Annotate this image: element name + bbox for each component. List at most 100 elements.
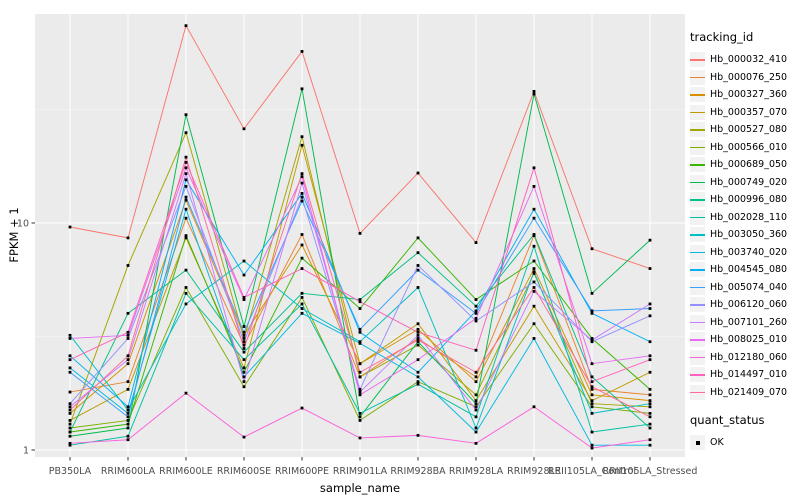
legend-label: Hb_005074_040 [710, 281, 788, 293]
data-point [532, 259, 536, 263]
data-point [416, 251, 420, 255]
legend-label: Hb_000357_070 [710, 106, 788, 118]
data-point [648, 422, 652, 426]
data-point [532, 337, 536, 340]
data-point [532, 207, 536, 211]
data-point [358, 362, 362, 366]
data-point [126, 426, 130, 430]
data-point [68, 408, 72, 412]
data-point [416, 340, 420, 344]
data-point [242, 380, 246, 384]
data-point [590, 411, 594, 415]
data-point [242, 340, 246, 344]
data-point [416, 382, 420, 386]
data-point [126, 387, 130, 391]
x-axis-title: sample_name [319, 481, 401, 495]
data-point [590, 380, 594, 384]
data-point [242, 259, 246, 263]
data-point [416, 322, 420, 326]
data-point [590, 443, 594, 447]
x-tick-label: RRII105LA_Stressed [603, 466, 698, 477]
data-point [648, 370, 652, 374]
legend-label: Hb_003740_020 [710, 246, 788, 258]
data-point [416, 264, 420, 267]
legend-label-ok: OK [710, 437, 724, 449]
x-tick-label: RRIM901LA [333, 466, 388, 477]
line-swatch-icon [690, 262, 705, 278]
data-point [416, 433, 420, 437]
data-point [300, 291, 304, 295]
data-point [590, 309, 594, 313]
data-point [532, 405, 536, 409]
data-point [532, 322, 536, 326]
data-point [68, 426, 72, 430]
legend-label: Hb_021409_070 [710, 386, 788, 398]
line-swatch-icon [690, 209, 705, 225]
x-tick-label: RRII105LA_Control [548, 466, 636, 477]
data-point [416, 337, 420, 340]
data-point [474, 399, 478, 403]
x-tick-label: RRIM928LE [507, 466, 561, 477]
data-point [242, 385, 246, 389]
data-point [590, 362, 594, 366]
data-point [532, 289, 536, 293]
data-point [532, 271, 536, 275]
data-point [474, 415, 478, 419]
data-point [648, 399, 652, 403]
legend-label: Hb_000327_360 [710, 89, 788, 101]
legend-label: Hb_007101_260 [710, 316, 788, 328]
data-point [300, 50, 304, 53]
ok-square-icon [690, 435, 705, 451]
data-point [416, 171, 420, 175]
data-point [184, 302, 188, 306]
legend-label: Hb_000527_080 [710, 124, 788, 136]
data-point [68, 370, 72, 374]
x-tick-label: RRIM600LA [101, 466, 156, 477]
legend-item-Hb_014497_010: Hb_014497_010 [690, 366, 798, 384]
legend-item-Hb_000527_080: Hb_000527_080 [690, 121, 798, 139]
data-point [590, 337, 594, 340]
legend-item-Hb_000566_010: Hb_000566_010 [690, 139, 798, 157]
legend-item-Hb_002028_110: Hb_002028_110 [690, 209, 798, 227]
y-axis-title: FPKM + 1 [7, 207, 21, 263]
data-point [184, 195, 188, 199]
data-point [126, 434, 130, 438]
data-point [68, 434, 72, 438]
data-point [358, 330, 362, 334]
data-point [474, 441, 478, 445]
x-tick-label: RRIM600SE [217, 466, 271, 477]
data-point [184, 160, 188, 164]
data-point [532, 216, 536, 220]
data-point [68, 443, 72, 447]
data-point [416, 286, 420, 289]
data-point [648, 402, 652, 406]
data-point [590, 340, 594, 344]
data-point [300, 267, 304, 270]
data-point [590, 393, 594, 397]
data-point [416, 236, 420, 240]
data-point [532, 280, 536, 284]
data-point [590, 385, 594, 389]
data-point [590, 430, 594, 434]
legend-label: Hb_000689_050 [710, 159, 788, 171]
data-point [358, 298, 362, 301]
data-point [532, 244, 536, 248]
data-point [474, 348, 478, 352]
legend-label: Hb_014497_010 [710, 369, 788, 381]
data-point [416, 380, 420, 384]
legend-item-Hb_006120_060: Hb_006120_060 [690, 296, 798, 314]
data-point [474, 393, 478, 397]
x-tick-label: RRIM600PE [275, 466, 329, 477]
legend-item-Hb_005074_040: Hb_005074_040 [690, 279, 798, 297]
data-point [474, 430, 478, 434]
data-point [648, 354, 652, 358]
data-point [474, 380, 478, 384]
data-point [126, 264, 130, 267]
data-point [184, 166, 188, 170]
data-point [242, 358, 246, 362]
data-point [358, 340, 362, 344]
data-point [590, 375, 594, 379]
legend-item-Hb_008025_010: Hb_008025_010 [690, 331, 798, 349]
line-swatch-icon [690, 139, 705, 155]
